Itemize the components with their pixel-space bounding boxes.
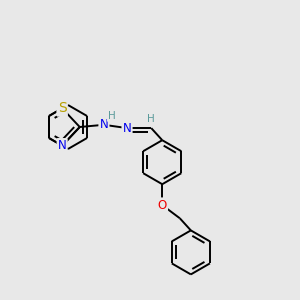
Text: H: H xyxy=(108,111,116,121)
Text: N: N xyxy=(123,122,131,135)
Text: H: H xyxy=(147,114,155,124)
Text: N: N xyxy=(58,139,67,152)
Text: S: S xyxy=(58,101,67,115)
Text: N: N xyxy=(100,118,108,131)
Text: O: O xyxy=(158,199,167,212)
